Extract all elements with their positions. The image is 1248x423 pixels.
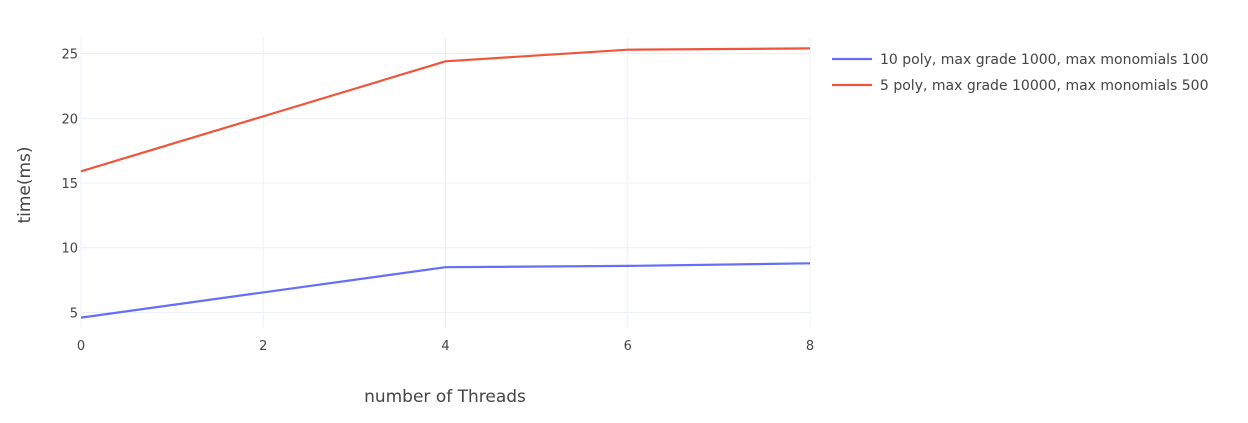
x-tick-label: 4 — [441, 339, 449, 354]
series-line-1 — [80, 262, 811, 319]
series-line-2 — [80, 47, 811, 173]
y-tick-label: 25 — [61, 48, 78, 63]
x-tick-label: 6 — [624, 339, 632, 354]
x-axis-ticks: 0 2 4 6 8 — [77, 339, 814, 354]
y-axis-title: time(ms) — [15, 146, 35, 223]
y-axis-ticks: 5 10 15 20 25 — [61, 48, 78, 322]
grid — [80, 38, 811, 328]
x-axis-title: number of Threads — [364, 387, 526, 407]
y-tick-label: 5 — [70, 306, 78, 321]
y-tick-label: 20 — [61, 112, 78, 127]
x-tick-label: 2 — [259, 339, 267, 354]
y-tick-label: 15 — [61, 177, 78, 192]
legend-label: 10 poly, max grade 1000, max monomials 1… — [880, 52, 1209, 68]
legend-item-2[interactable]: 5 poly, max grade 10000, max monomials 5… — [832, 78, 1209, 94]
x-tick-label: 0 — [77, 339, 85, 354]
legend-item-1[interactable]: 10 poly, max grade 1000, max monomials 1… — [832, 52, 1209, 68]
y-tick-label: 10 — [61, 242, 78, 257]
series-lines — [80, 47, 811, 319]
legend: 10 poly, max grade 1000, max monomials 1… — [832, 52, 1209, 94]
legend-label: 5 poly, max grade 10000, max monomials 5… — [880, 78, 1209, 94]
x-tick-label: 8 — [806, 339, 814, 354]
